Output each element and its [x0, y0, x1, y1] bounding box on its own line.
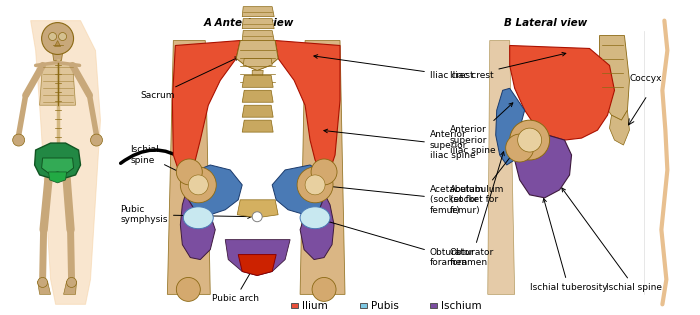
Text: Iliac crest: Iliac crest	[450, 52, 566, 80]
Polygon shape	[186, 165, 242, 215]
Polygon shape	[48, 172, 66, 183]
Bar	[360, 303, 368, 308]
Polygon shape	[55, 41, 61, 47]
Polygon shape	[242, 31, 274, 41]
Circle shape	[176, 278, 200, 301]
Bar	[290, 303, 298, 308]
Circle shape	[188, 175, 209, 195]
Circle shape	[305, 175, 325, 195]
Polygon shape	[41, 158, 74, 174]
Circle shape	[518, 128, 542, 152]
Text: Acetabulum
(socket for
femur): Acetabulum (socket for femur)	[319, 184, 484, 215]
Polygon shape	[514, 125, 572, 198]
Text: Coccyx: Coccyx	[629, 74, 662, 83]
Ellipse shape	[183, 207, 214, 229]
Polygon shape	[242, 75, 273, 87]
Polygon shape	[272, 165, 325, 215]
Text: Ischial spine: Ischial spine	[562, 188, 662, 292]
Text: Ischial tuberosity: Ischial tuberosity	[530, 198, 608, 292]
Circle shape	[510, 120, 550, 160]
Polygon shape	[610, 110, 629, 145]
Polygon shape	[236, 41, 278, 70]
Text: Pubis: Pubis	[372, 301, 399, 311]
Polygon shape	[300, 41, 345, 295]
Text: Pubic arch: Pubic arch	[211, 268, 259, 303]
Polygon shape	[38, 281, 50, 295]
Polygon shape	[275, 41, 340, 175]
Ellipse shape	[300, 207, 330, 229]
Circle shape	[312, 278, 336, 301]
Polygon shape	[252, 70, 263, 85]
Polygon shape	[242, 120, 273, 132]
Polygon shape	[40, 63, 76, 105]
Polygon shape	[172, 41, 240, 175]
Circle shape	[181, 167, 216, 203]
Circle shape	[48, 32, 57, 41]
Circle shape	[505, 134, 533, 162]
Polygon shape	[300, 195, 334, 260]
Circle shape	[90, 134, 102, 146]
Polygon shape	[238, 255, 276, 276]
Polygon shape	[510, 45, 615, 140]
Polygon shape	[242, 7, 274, 17]
Text: Obturator
foramen: Obturator foramen	[450, 152, 504, 267]
Text: Anterior
superior
iliac spine: Anterior superior iliac spine	[324, 129, 475, 160]
Circle shape	[311, 159, 337, 185]
Circle shape	[59, 32, 66, 41]
Text: Obturator
foramen: Obturator foramen	[318, 218, 474, 267]
Text: A Anterior view: A Anterior view	[204, 18, 294, 28]
Polygon shape	[31, 20, 101, 304]
Bar	[430, 303, 438, 308]
Polygon shape	[242, 90, 273, 102]
Text: Sacrum: Sacrum	[141, 57, 239, 100]
Text: Ischium: Ischium	[441, 301, 482, 311]
Circle shape	[66, 278, 76, 287]
Polygon shape	[242, 105, 273, 117]
Polygon shape	[242, 19, 274, 29]
Polygon shape	[496, 88, 525, 165]
Circle shape	[176, 159, 202, 185]
Polygon shape	[167, 41, 210, 295]
Polygon shape	[64, 281, 76, 295]
Polygon shape	[488, 41, 514, 295]
Text: B Lateral view: B Lateral view	[504, 18, 587, 28]
Circle shape	[13, 134, 25, 146]
Circle shape	[252, 212, 262, 222]
Text: Pubic
symphysis: Pubic symphysis	[120, 205, 251, 225]
Polygon shape	[599, 36, 629, 120]
Text: Ischial
spine: Ischial spine	[130, 145, 182, 173]
Polygon shape	[225, 240, 290, 276]
Text: Anterior
superior
iliac spine: Anterior superior iliac spine	[450, 103, 513, 155]
Circle shape	[297, 167, 333, 203]
Polygon shape	[34, 143, 80, 178]
Text: Acetabulum
(socket for
femur): Acetabulum (socket for femur)	[450, 148, 517, 215]
Polygon shape	[181, 195, 216, 260]
Text: Ilium: Ilium	[302, 301, 328, 311]
Text: Iliac crest: Iliac crest	[314, 55, 473, 80]
Polygon shape	[243, 59, 272, 70]
Circle shape	[38, 278, 48, 287]
Polygon shape	[237, 200, 278, 218]
Circle shape	[41, 23, 74, 54]
Polygon shape	[52, 53, 62, 60]
